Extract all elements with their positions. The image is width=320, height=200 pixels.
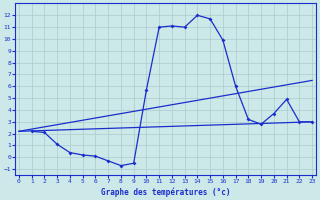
X-axis label: Graphe des températures (°c): Graphe des températures (°c) bbox=[101, 187, 230, 197]
